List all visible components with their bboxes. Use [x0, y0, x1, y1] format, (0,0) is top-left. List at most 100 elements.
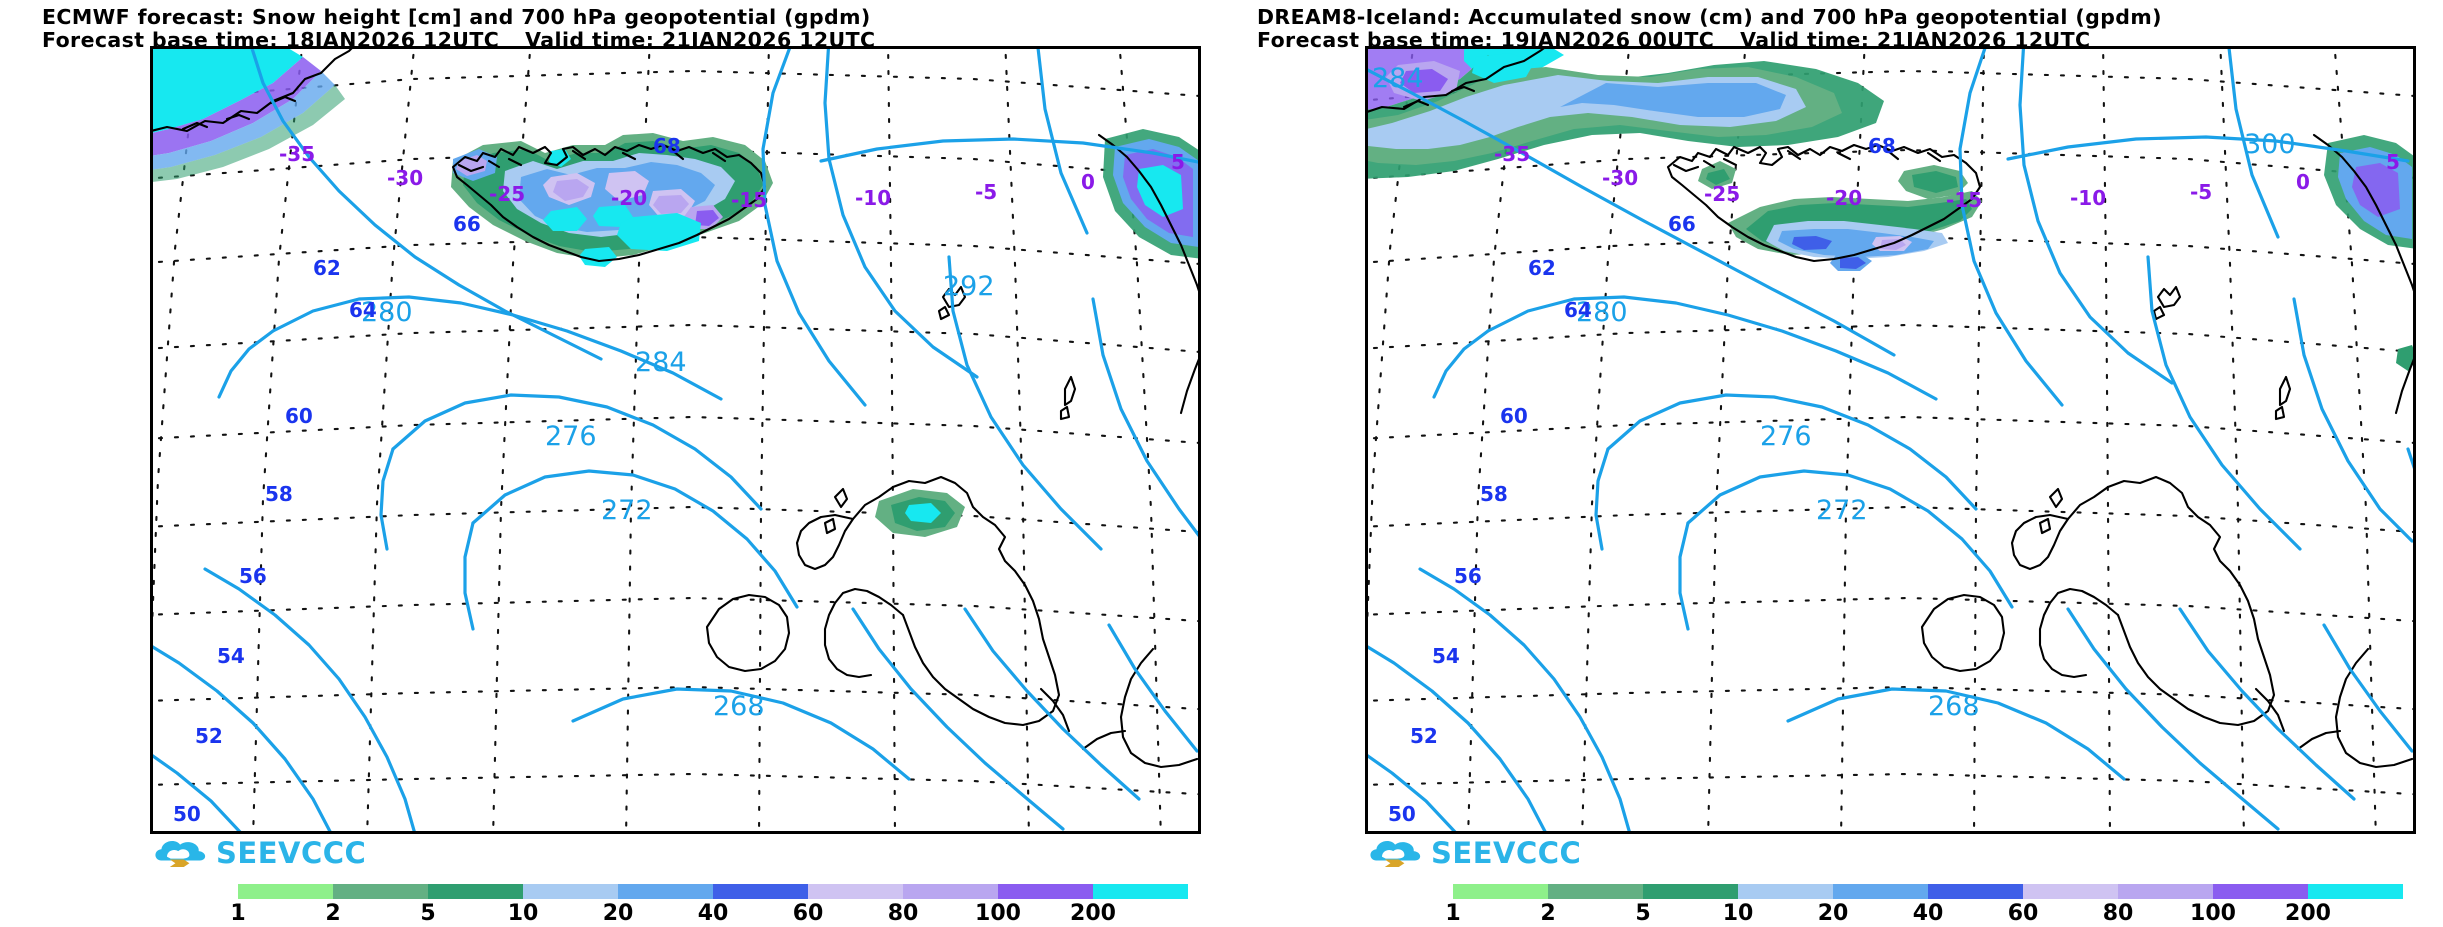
colorbar-ticks-left: 1 2 5 10 20 40 60 80 100 200	[230, 899, 1188, 927]
contour-label-276: 276	[545, 421, 597, 452]
snow-shading-iceland	[451, 133, 773, 267]
lon-label-0: 0	[2296, 170, 2310, 194]
colorbar-tick-1: 1	[1445, 901, 1461, 926]
colorbar-tick-60: 60	[2007, 901, 2039, 926]
seevccc-wordmark: SEEVCCC	[1431, 835, 1582, 870]
lat-label-54: 54	[217, 644, 245, 668]
contour-label-284: 284	[1372, 63, 1424, 94]
lat-label-58: 58	[1480, 482, 1508, 506]
map-svg-dream8: 284 300 280 276 272 268 68 66 64 62	[1368, 49, 2413, 831]
panel-dream8: DREAM8-Iceland: Accumulated snow (cm) an…	[1235, 0, 2435, 927]
map-canvas-dream8: 284 300 280 276 272 268 68 66 64 62	[1368, 49, 2413, 831]
map-frame-dream8[interactable]: 284 300 280 276 272 268 68 66 64 62	[1365, 46, 2416, 834]
map-frame-ecmwf[interactable]: 284 292 280 276 272 268 68 66 64 6	[150, 46, 1201, 834]
colorbar-swatch-100	[998, 884, 1093, 899]
colorbar-swatch-60	[808, 884, 903, 899]
colorbar-tick-5: 5	[420, 901, 436, 926]
contour-labels: 284 300 280 276 272 268	[1372, 63, 2296, 722]
lon-label-m20: -20	[1826, 186, 1862, 210]
colorbar-tick-200: 200	[1070, 901, 1116, 926]
lat-label-52: 52	[1410, 724, 1438, 748]
lon-label-m10: -10	[855, 186, 891, 210]
colorbar-tick-1: 1	[230, 901, 246, 926]
lon-label-m30: -30	[387, 166, 423, 190]
base-time-text: Forecast base time: 19JAN2026 00UTC	[1257, 27, 1715, 52]
lon-label-m25: -25	[1704, 182, 1740, 206]
lat-label-62: 62	[313, 256, 341, 280]
lon-label-m30: -30	[1602, 166, 1638, 190]
colorbar-swatch-200	[2308, 884, 2403, 899]
lon-label-5: 5	[1171, 150, 1185, 174]
colorbar-swatch-10	[523, 884, 618, 899]
lon-label-m5: -5	[2190, 180, 2212, 204]
colorbar-tick-40: 40	[697, 901, 729, 926]
panel-title-line1: DREAM8-Iceland: Accumulated snow (cm) an…	[1257, 5, 2162, 29]
colorbar-swatch-40	[1928, 884, 2023, 899]
lat-label-66: 66	[453, 212, 481, 236]
contour-label-272: 272	[601, 495, 653, 526]
colorbar-tick-5: 5	[1635, 901, 1651, 926]
map-canvas-ecmwf: 284 292 280 276 272 268 68 66 64 6	[153, 49, 1198, 831]
lon-label-0: 0	[1081, 170, 1095, 194]
lat-label-68: 68	[653, 134, 681, 158]
colorbar-swatch-2	[333, 884, 428, 899]
lat-label-56: 56	[1454, 564, 1482, 588]
lon-label-m35: -35	[279, 142, 315, 166]
colorbar-swatch-1	[1453, 884, 1548, 899]
snow-shading-iceland	[1698, 161, 1982, 271]
colorbar-tick-200: 200	[2285, 901, 2331, 926]
colorbar-swatch-5	[1643, 884, 1738, 899]
lon-label-m10: -10	[2070, 186, 2106, 210]
base-time-text: Forecast base time: 18JAN2026 12UTC	[42, 27, 500, 52]
colorbar-swatch-200	[1093, 884, 1188, 899]
lon-label-m20: -20	[611, 186, 647, 210]
snow-shading-greenland	[1368, 49, 1884, 179]
lat-label-50: 50	[1388, 802, 1416, 826]
lon-label-m5: -5	[975, 180, 997, 204]
contour-label-268: 268	[713, 691, 765, 722]
lat-label-62: 62	[1528, 256, 1556, 280]
panel-ecmwf: ECMWF forecast: Snow height [cm] and 700…	[20, 0, 1220, 927]
panel-title-line1: ECMWF forecast: Snow height [cm] and 700…	[42, 5, 871, 29]
colorbar-tick-60: 60	[792, 901, 824, 926]
lon-labels: -35 -30 -25 -20 -15 -10 -5 0 5	[279, 142, 1185, 212]
colorbar-tick-40: 40	[1912, 901, 1944, 926]
lon-labels: -35 -30 -25 -20 -15 -10 -5 0 5	[1494, 142, 2400, 212]
lat-labels: 68 66 64 62 60 58 56 54 52 50	[1388, 134, 1896, 826]
lat-label-60: 60	[1500, 404, 1528, 428]
colorbar-right: 1 2 5 10 20 40 60 80 100 200	[1445, 884, 2403, 927]
colorbar-tick-20: 20	[1817, 901, 1849, 926]
lon-label-m15: -15	[1946, 188, 1982, 212]
colorbar-swatch-2	[1548, 884, 1643, 899]
geopotential-contours	[153, 49, 1198, 831]
lon-label-m25: -25	[489, 182, 525, 206]
colorbar-swatch-80	[903, 884, 998, 899]
seevccc-logo-left[interactable]: SEEVCCC	[153, 836, 366, 870]
contour-labels: 284 292 280 276 272 268	[361, 271, 995, 722]
contour-label-284: 284	[635, 347, 687, 378]
lat-label-64: 64	[349, 298, 377, 322]
snow-shading-greenland	[153, 49, 345, 182]
panel-title-ecmwf: ECMWF forecast: Snow height [cm] and 700…	[42, 6, 1217, 52]
contour-label-276: 276	[1760, 421, 1812, 452]
lat-label-60: 60	[285, 404, 313, 428]
colorbar-tick-10: 10	[507, 901, 539, 926]
panel-title-line2: Forecast base time: 19JAN2026 00UTC Valid…	[1257, 27, 2432, 52]
contour-label-272: 272	[1816, 495, 1868, 526]
lon-label-m35: -35	[1494, 142, 1530, 166]
colorbar-tick-20: 20	[602, 901, 634, 926]
panel-title-line2: Forecast base time: 18JAN2026 12UTC Valid…	[42, 27, 1217, 52]
colorbar-tick-2: 2	[1540, 901, 1556, 926]
coastlines	[1368, 49, 2413, 769]
valid-time-text: Valid time: 21JAN2026 12UTC	[525, 27, 876, 52]
lat-label-64: 64	[1564, 298, 1592, 322]
colorbar-swatch-20	[618, 884, 713, 899]
seevccc-logo-right[interactable]: SEEVCCC	[1368, 836, 1581, 870]
colorbar-swatches-right	[1453, 884, 2403, 899]
contour-label-280: 280	[1576, 297, 1628, 328]
colorbar-ticks-right: 1 2 5 10 20 40 60 80 100 200	[1445, 899, 2403, 927]
colorbar-tick-100: 100	[975, 901, 1021, 926]
seevccc-wordmark: SEEVCCC	[216, 835, 367, 870]
geopotential-contours	[1368, 49, 2413, 831]
